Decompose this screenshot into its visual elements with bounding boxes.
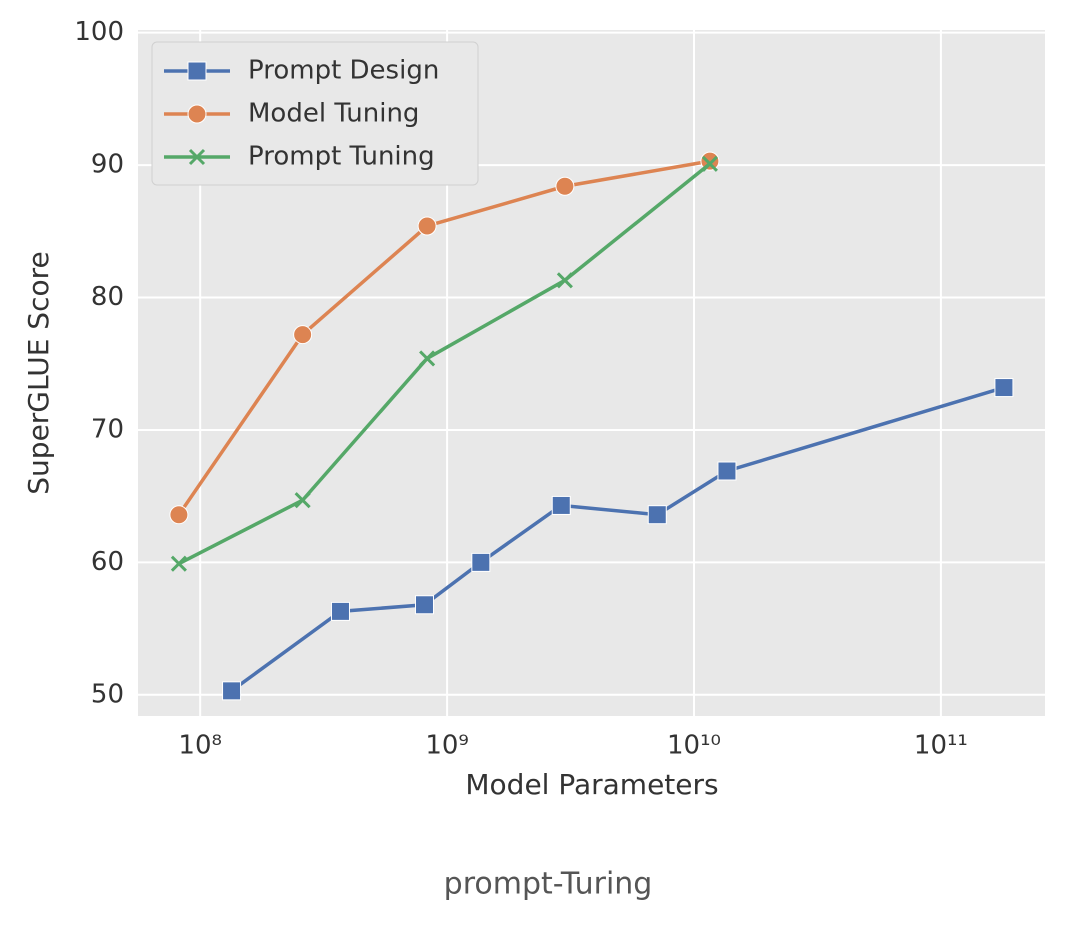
marker [187,61,207,81]
y-tick-label: 60 [91,547,124,577]
legend-label: Prompt Design [248,56,439,86]
y-tick-label: 70 [91,414,124,444]
legend-label: Prompt Tuning [248,142,435,172]
y-axis-label: SuperGLUE Score [22,251,55,494]
marker [170,555,187,572]
marker [556,272,573,289]
marker [994,378,1014,398]
marker [701,155,718,172]
marker [294,492,311,509]
series-line [230,385,1005,693]
legend: Prompt Design Model Tuning Prompt Tuning [151,41,479,186]
marker [293,325,313,345]
legend-box [151,41,479,186]
marker [555,176,575,196]
y-tick-label: 90 [91,150,124,180]
marker [419,350,436,367]
marker [647,505,667,525]
x-tick-label: 10¹¹ [914,731,968,761]
marker [222,681,242,701]
legend-label: Model Tuning [248,99,419,129]
marker [471,552,491,572]
marker [188,148,206,166]
marker [717,461,737,481]
x-axis-label: Model Parameters [465,768,718,801]
marker [330,601,350,621]
x-tick-label: 10⁹ [425,731,469,761]
marker [414,595,434,615]
y-tick-label: 50 [91,679,124,709]
marker [187,104,207,124]
marker [417,216,437,236]
x-tick-label: 10¹⁰ [667,731,721,761]
marker [551,495,571,515]
marker [169,505,189,525]
y-tick-label: 100 [74,17,124,47]
caption: prompt-Turing [444,867,653,902]
x-tick-label: 10⁸ [178,731,222,761]
y-tick-label: 80 [91,282,124,312]
